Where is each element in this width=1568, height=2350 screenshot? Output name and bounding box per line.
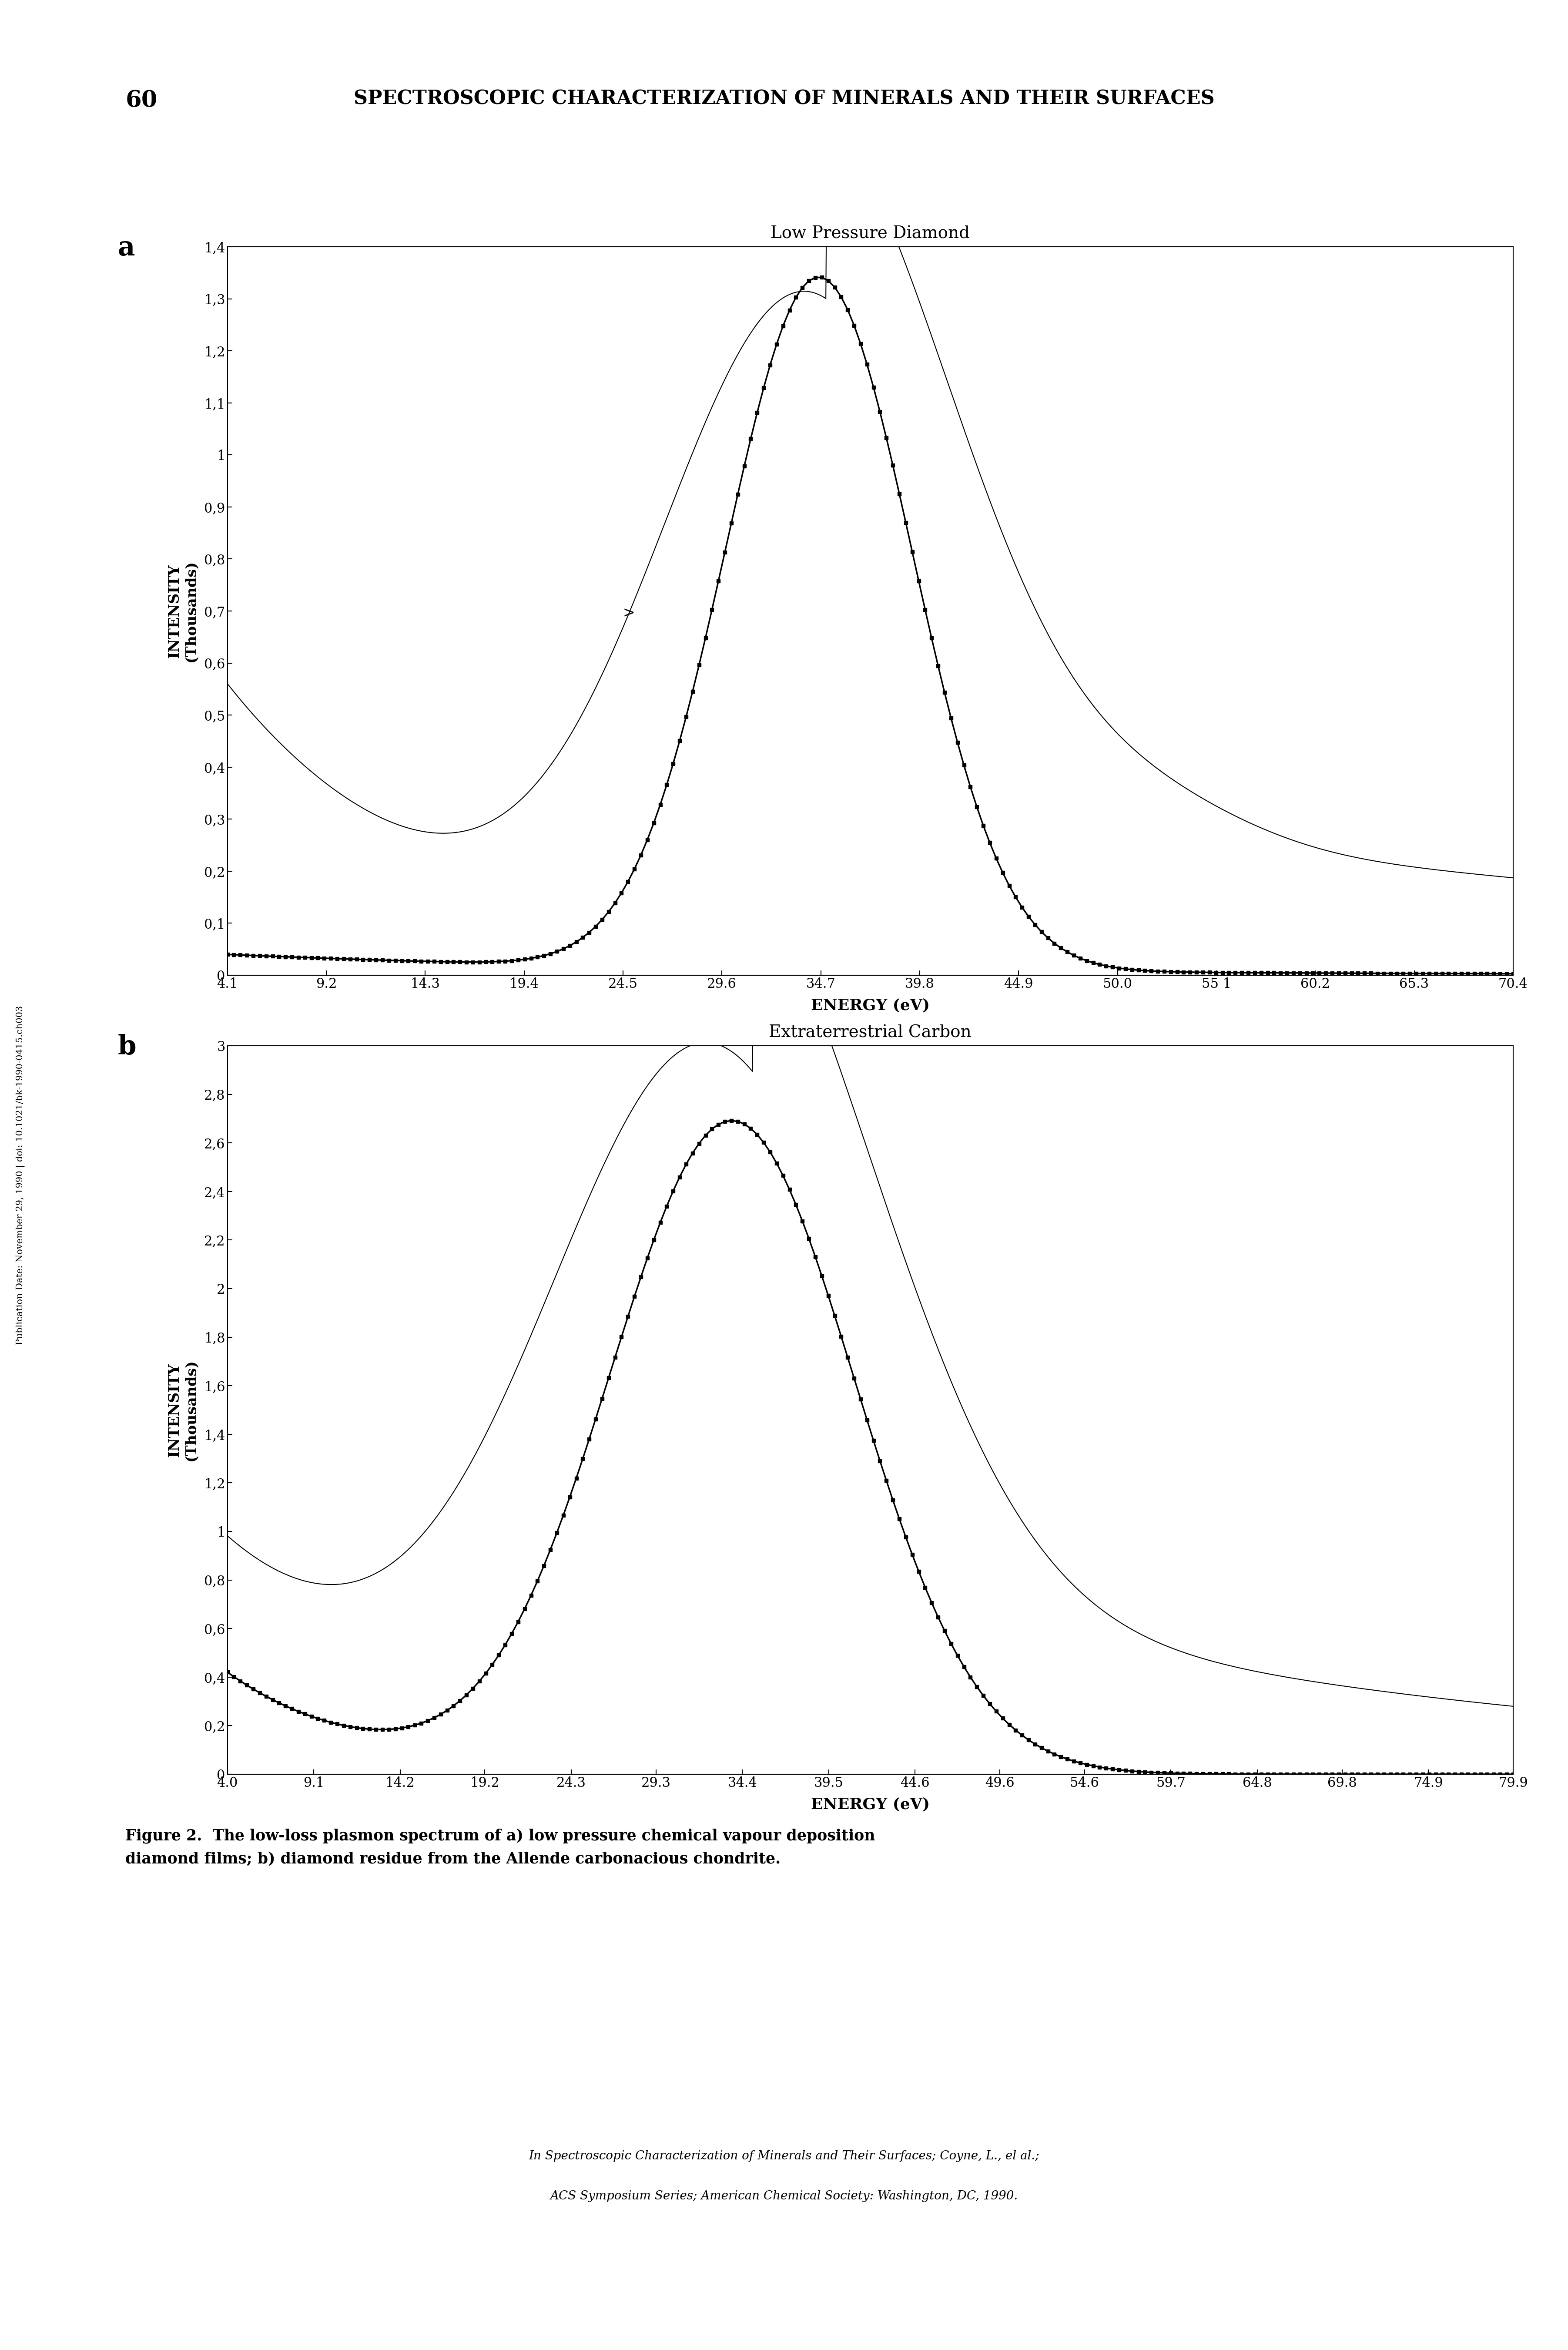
Title: Low Pressure Diamond: Low Pressure Diamond	[770, 226, 971, 242]
Text: Figure 2.  The low-loss plasmon spectrum of a) low pressure chemical vapour depo: Figure 2. The low-loss plasmon spectrum …	[125, 1828, 875, 1866]
X-axis label: ENERGY (eV): ENERGY (eV)	[811, 999, 930, 1013]
Text: a: a	[118, 235, 135, 261]
X-axis label: ENERGY (eV): ENERGY (eV)	[811, 1798, 930, 1812]
Y-axis label: INTENSITY
(Thousands): INTENSITY (Thousands)	[168, 559, 198, 663]
Text: >: >	[622, 606, 635, 620]
Text: ACS Symposium Series; American Chemical Society: Washington, DC, 1990.: ACS Symposium Series; American Chemical …	[550, 2190, 1018, 2202]
Title: Extraterrestrial Carbon: Extraterrestrial Carbon	[768, 1025, 972, 1041]
Text: In Spectroscopic Characterization of Minerals and Their Surfaces; Coyne, L., el : In Spectroscopic Characterization of Min…	[528, 2150, 1040, 2162]
Text: 60: 60	[125, 89, 157, 110]
Text: Publication Date: November 29, 1990 | doi: 10.1021/bk-1990-0415.ch003: Publication Date: November 29, 1990 | do…	[16, 1006, 25, 1344]
Y-axis label: INTENSITY
(Thousands): INTENSITY (Thousands)	[168, 1358, 198, 1462]
Text: b: b	[118, 1034, 136, 1060]
Text: SPECTROSCOPIC CHARACTERIZATION OF MINERALS AND THEIR SURFACES: SPECTROSCOPIC CHARACTERIZATION OF MINERA…	[353, 89, 1215, 108]
